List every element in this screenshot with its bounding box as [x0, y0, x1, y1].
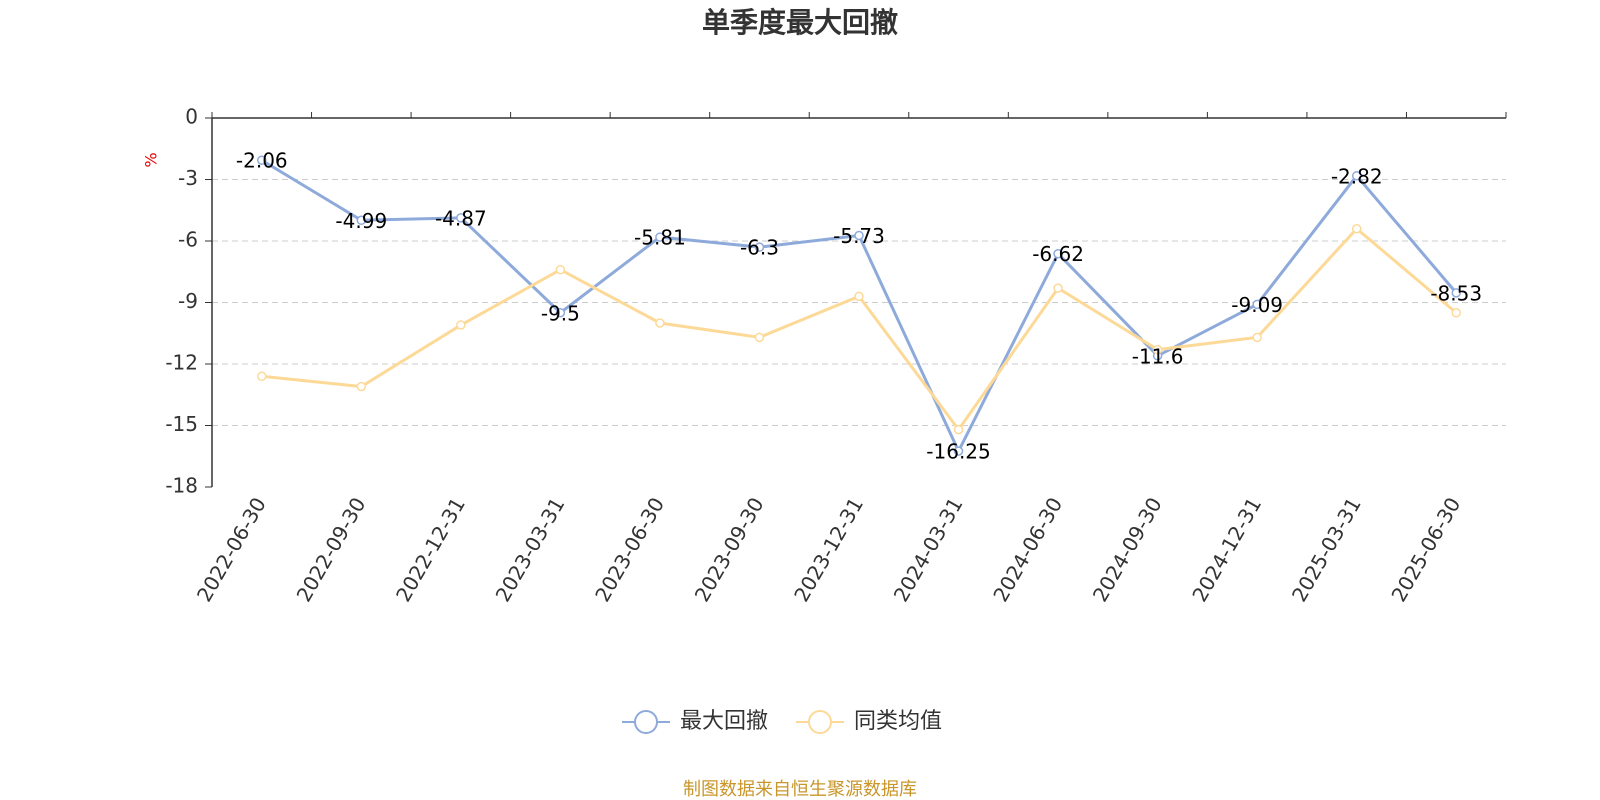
x-tick-label: 2024-06-30: [988, 493, 1067, 606]
data-label: -5.73: [833, 224, 885, 248]
legend-label: 同类均值: [854, 709, 942, 734]
y-tick-label: -18: [165, 474, 198, 498]
x-tick-label: 2024-03-31: [889, 493, 968, 606]
y-tick-label: -12: [165, 351, 198, 375]
y-tick-label: 0: [185, 105, 198, 129]
point: [257, 371, 267, 382]
point: [655, 232, 665, 242]
y-tick-label: -9: [178, 289, 198, 313]
y-tick-label: -15: [165, 412, 198, 436]
data-label: -2.82: [1331, 164, 1383, 188]
point: [456, 320, 466, 330]
data-label: -4.87: [435, 206, 487, 230]
point: [953, 446, 964, 456]
data-label: -4.99: [335, 209, 387, 233]
point: [1252, 332, 1262, 343]
point: [257, 155, 267, 165]
point: [1053, 248, 1063, 259]
data-label: -8.53: [1430, 281, 1482, 305]
point: [655, 318, 665, 328]
y-tick-label: -3: [178, 166, 198, 190]
x-tick-label: 2023-09-30: [690, 493, 769, 606]
x-tick-label: 2022-12-31: [391, 493, 470, 606]
point: [456, 213, 466, 223]
point: [854, 230, 864, 241]
data-label: -9.09: [1231, 293, 1283, 317]
series-line: [261, 226, 1458, 433]
x-tick-label: 2023-12-31: [789, 493, 868, 606]
legend-label: 最大回撤: [680, 709, 768, 734]
point: [1451, 308, 1461, 318]
x-tick-label: 2024-09-30: [1088, 493, 1167, 606]
legend-marker: [634, 710, 658, 734]
point: [1053, 283, 1063, 293]
point: [1252, 299, 1262, 310]
x-tick-label: 2023-03-31: [491, 493, 570, 606]
point: [754, 332, 765, 343]
point: [1351, 171, 1362, 181]
data-label: -16.25: [926, 440, 990, 464]
source-note: 制图数据来自恒生聚源数据库: [683, 779, 917, 800]
point: [356, 381, 367, 392]
point: [1152, 344, 1163, 355]
data-label: -9.5: [541, 301, 580, 325]
point: [555, 264, 566, 275]
chart-title: 单季度最大回撤: [702, 6, 898, 39]
x-tick-label: 2025-03-31: [1287, 493, 1366, 606]
x-tick-label: 2022-09-30: [291, 493, 370, 606]
point: [1451, 288, 1461, 298]
point: [754, 242, 765, 252]
point: [953, 424, 964, 435]
data-label: -5.81: [634, 226, 686, 250]
point: [356, 215, 367, 226]
data-label: -6.62: [1032, 242, 1084, 266]
data-label: -2.06: [236, 149, 288, 173]
x-tick-label: 2025-06-30: [1386, 493, 1465, 606]
point: [1351, 223, 1362, 234]
y-axis-label: %: [142, 152, 161, 167]
point: [555, 308, 566, 318]
data-label: -11.6: [1132, 344, 1184, 368]
legend-marker: [808, 710, 833, 734]
x-tick-label: 2024-12-31: [1187, 493, 1266, 606]
y-tick-label: -6: [178, 228, 198, 252]
point: [854, 291, 864, 302]
x-tick-label: 2023-06-30: [590, 493, 669, 606]
x-tick-label: 2022-06-30: [192, 493, 271, 606]
data-label: -6.3: [740, 236, 779, 260]
